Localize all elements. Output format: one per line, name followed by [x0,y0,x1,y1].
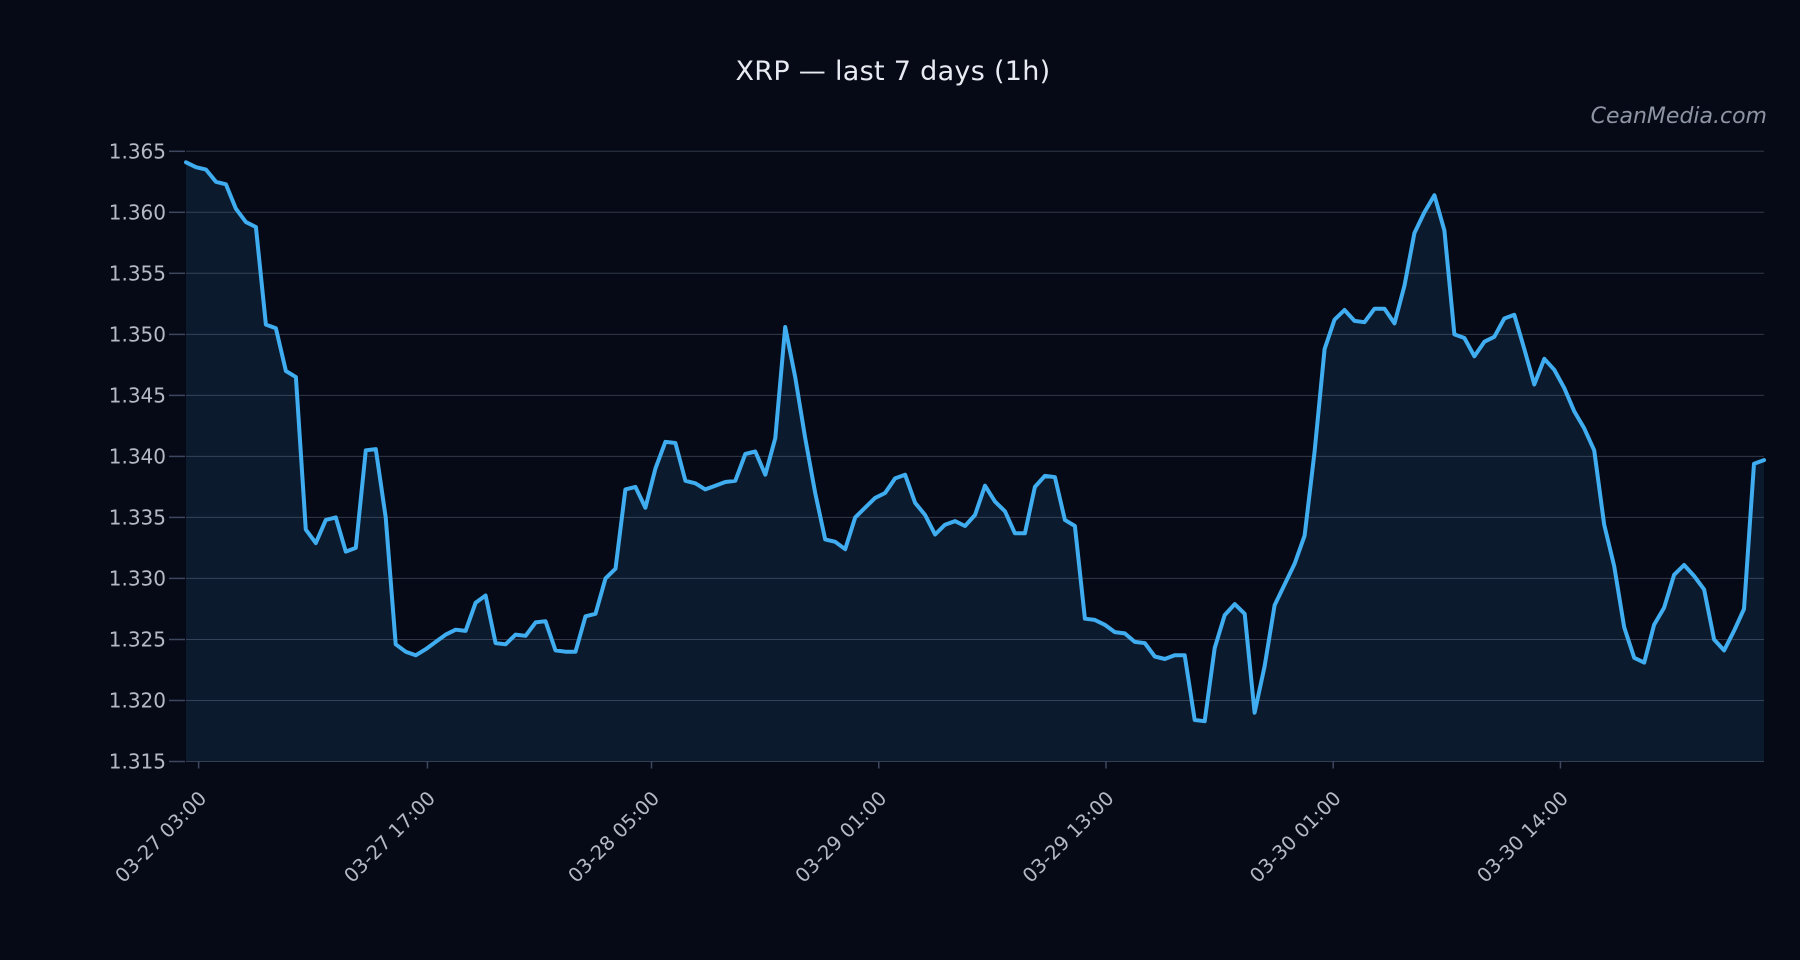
y-axis-labels: 1.315 1.320 1.325 1.330 1.335 1.340 1.345 1.350… [109,139,166,773]
y-tick-label: 1.330 [109,566,166,590]
x-tick-label: 03-30 14:00 [1473,787,1573,887]
y-tick-label: 1.360 [109,200,166,224]
x-tick-label: 03-27 03:00 [111,787,211,887]
y-tick-label: 1.320 [109,689,166,713]
y-tick-label: 1.335 [109,505,166,529]
x-axis-labels: 03-27 03:00 03-27 17:00 03-28 05:00 03-29 0… [111,761,1573,887]
price-line [184,160,1766,724]
y-tick-label: 1.340 [109,444,166,468]
y-tick-label: 1.365 [109,139,166,163]
gridlines [169,150,1764,763]
x-tick-label: 03-29 01:00 [791,787,891,887]
y-tick-label: 1.315 [109,750,166,774]
y-tick-label: 1.325 [109,628,166,652]
y-tick-label: 1.345 [109,383,166,407]
y-tick-label: 1.355 [109,261,166,285]
x-tick-label: 03-30 01:00 [1245,787,1345,887]
x-tick-label: 03-29 13:00 [1018,787,1118,887]
area-fill [186,162,1764,762]
x-tick-label: 03-28 05:00 [564,787,664,887]
y-tick-label: 1.350 [109,322,166,346]
x-tick-label: 03-27 17:00 [340,787,440,887]
watermark: CeanMedia.com [1590,104,1767,129]
chart-title: XRP — last 7 days (1h) [735,56,1051,87]
